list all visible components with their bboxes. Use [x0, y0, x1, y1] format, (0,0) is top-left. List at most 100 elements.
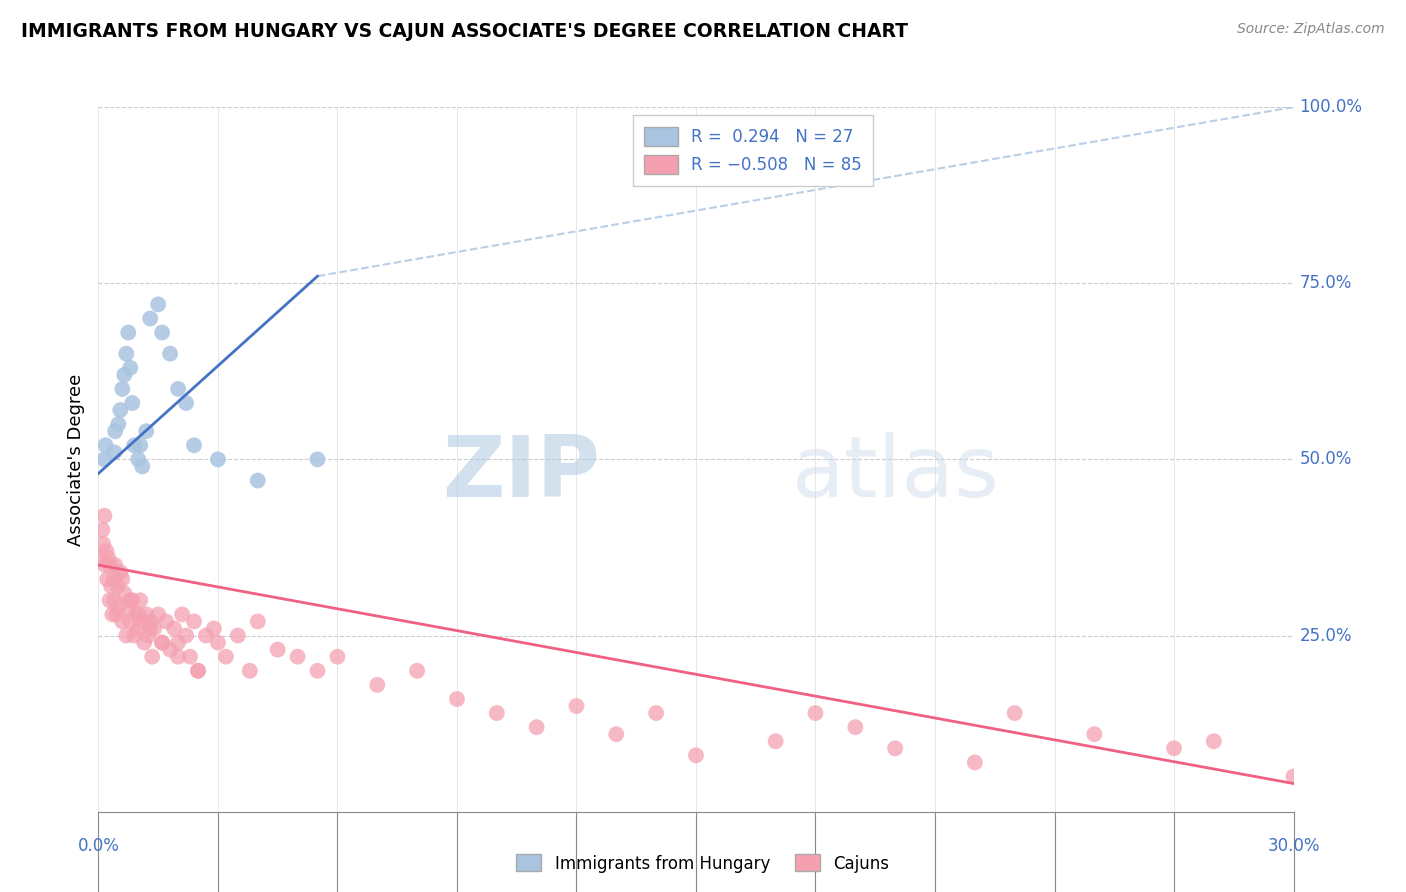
- Point: [100, 579, 122, 593]
- Text: IMMIGRANTS FROM HUNGARY VS CAJUN ASSOCIATE'S DEGREE CORRELATION CHART: IMMIGRANTS FROM HUNGARY VS CAJUN ASSOCIA…: [21, 22, 908, 41]
- Point: [111, 382, 134, 396]
- Point: [1282, 769, 1305, 784]
- Point: [150, 326, 173, 340]
- Point: [485, 706, 508, 720]
- Point: [804, 706, 827, 720]
- Point: [844, 720, 866, 734]
- Point: [115, 346, 138, 360]
- Point: [159, 346, 181, 360]
- Point: [963, 756, 986, 770]
- Point: [111, 572, 134, 586]
- Point: [150, 635, 173, 649]
- Legend: R =  0.294   N = 27, R = −0.508   N = 85: R = 0.294 N = 27, R = −0.508 N = 85: [633, 115, 873, 186]
- Point: [366, 678, 388, 692]
- Point: [526, 720, 548, 734]
- Point: [131, 615, 153, 629]
- Point: [183, 615, 205, 629]
- Point: [117, 600, 139, 615]
- Point: [121, 396, 143, 410]
- Point: [187, 664, 209, 678]
- Point: [124, 628, 146, 642]
- Point: [159, 642, 181, 657]
- Point: [179, 649, 201, 664]
- Point: [103, 572, 125, 586]
- Point: [307, 664, 329, 678]
- Point: [107, 417, 129, 431]
- Point: [117, 326, 139, 340]
- Point: [202, 622, 225, 636]
- Point: [127, 622, 149, 636]
- Point: [207, 635, 229, 649]
- Text: 30.0%: 30.0%: [1267, 837, 1320, 855]
- Point: [134, 635, 156, 649]
- Point: [110, 403, 132, 417]
- Point: [565, 699, 588, 714]
- Point: [163, 622, 186, 636]
- Point: [187, 664, 209, 678]
- Point: [172, 607, 194, 622]
- Point: [103, 593, 125, 607]
- Point: [326, 649, 349, 664]
- Point: [174, 628, 197, 642]
- Point: [104, 424, 127, 438]
- Point: [124, 438, 146, 452]
- Point: [127, 607, 149, 622]
- Point: [645, 706, 668, 720]
- Legend: Immigrants from Hungary, Cajuns: Immigrants from Hungary, Cajuns: [510, 847, 896, 880]
- Point: [98, 593, 121, 607]
- Point: [120, 593, 142, 607]
- Point: [1004, 706, 1026, 720]
- Point: [94, 438, 117, 452]
- Point: [135, 607, 157, 622]
- Point: [135, 424, 157, 438]
- Point: [103, 445, 125, 459]
- Point: [136, 628, 159, 642]
- Point: [139, 615, 162, 629]
- Text: 0.0%: 0.0%: [77, 837, 120, 855]
- Point: [129, 593, 152, 607]
- Point: [143, 622, 166, 636]
- Point: [112, 586, 135, 600]
- Point: [167, 635, 190, 649]
- Point: [605, 727, 627, 741]
- Point: [107, 600, 129, 615]
- Point: [148, 297, 170, 311]
- Point: [195, 628, 218, 642]
- Point: [155, 615, 177, 629]
- Point: [110, 565, 132, 579]
- Point: [97, 551, 120, 566]
- Point: [105, 607, 128, 622]
- Point: [446, 692, 468, 706]
- Text: 50.0%: 50.0%: [1299, 450, 1353, 468]
- Text: 100.0%: 100.0%: [1299, 98, 1362, 116]
- Point: [89, 551, 111, 566]
- Point: [127, 452, 149, 467]
- Point: [1202, 734, 1225, 748]
- Point: [307, 452, 329, 467]
- Point: [141, 649, 163, 664]
- Point: [96, 544, 118, 558]
- Point: [1163, 741, 1185, 756]
- Point: [101, 607, 124, 622]
- Y-axis label: Associate's Degree: Associate's Degree: [66, 373, 84, 546]
- Point: [115, 628, 138, 642]
- Point: [406, 664, 429, 678]
- Text: 75.0%: 75.0%: [1299, 274, 1353, 293]
- Point: [120, 615, 142, 629]
- Point: [139, 311, 162, 326]
- Point: [174, 396, 197, 410]
- Point: [148, 607, 170, 622]
- Text: atlas: atlas: [792, 432, 1000, 515]
- Point: [765, 734, 787, 748]
- Point: [96, 572, 118, 586]
- Point: [884, 741, 907, 756]
- Point: [111, 615, 134, 629]
- Point: [226, 628, 249, 642]
- Point: [167, 382, 190, 396]
- Point: [93, 508, 115, 523]
- Point: [107, 579, 129, 593]
- Point: [167, 649, 190, 664]
- Point: [94, 558, 117, 573]
- Point: [139, 622, 162, 636]
- Text: Source: ZipAtlas.com: Source: ZipAtlas.com: [1237, 22, 1385, 37]
